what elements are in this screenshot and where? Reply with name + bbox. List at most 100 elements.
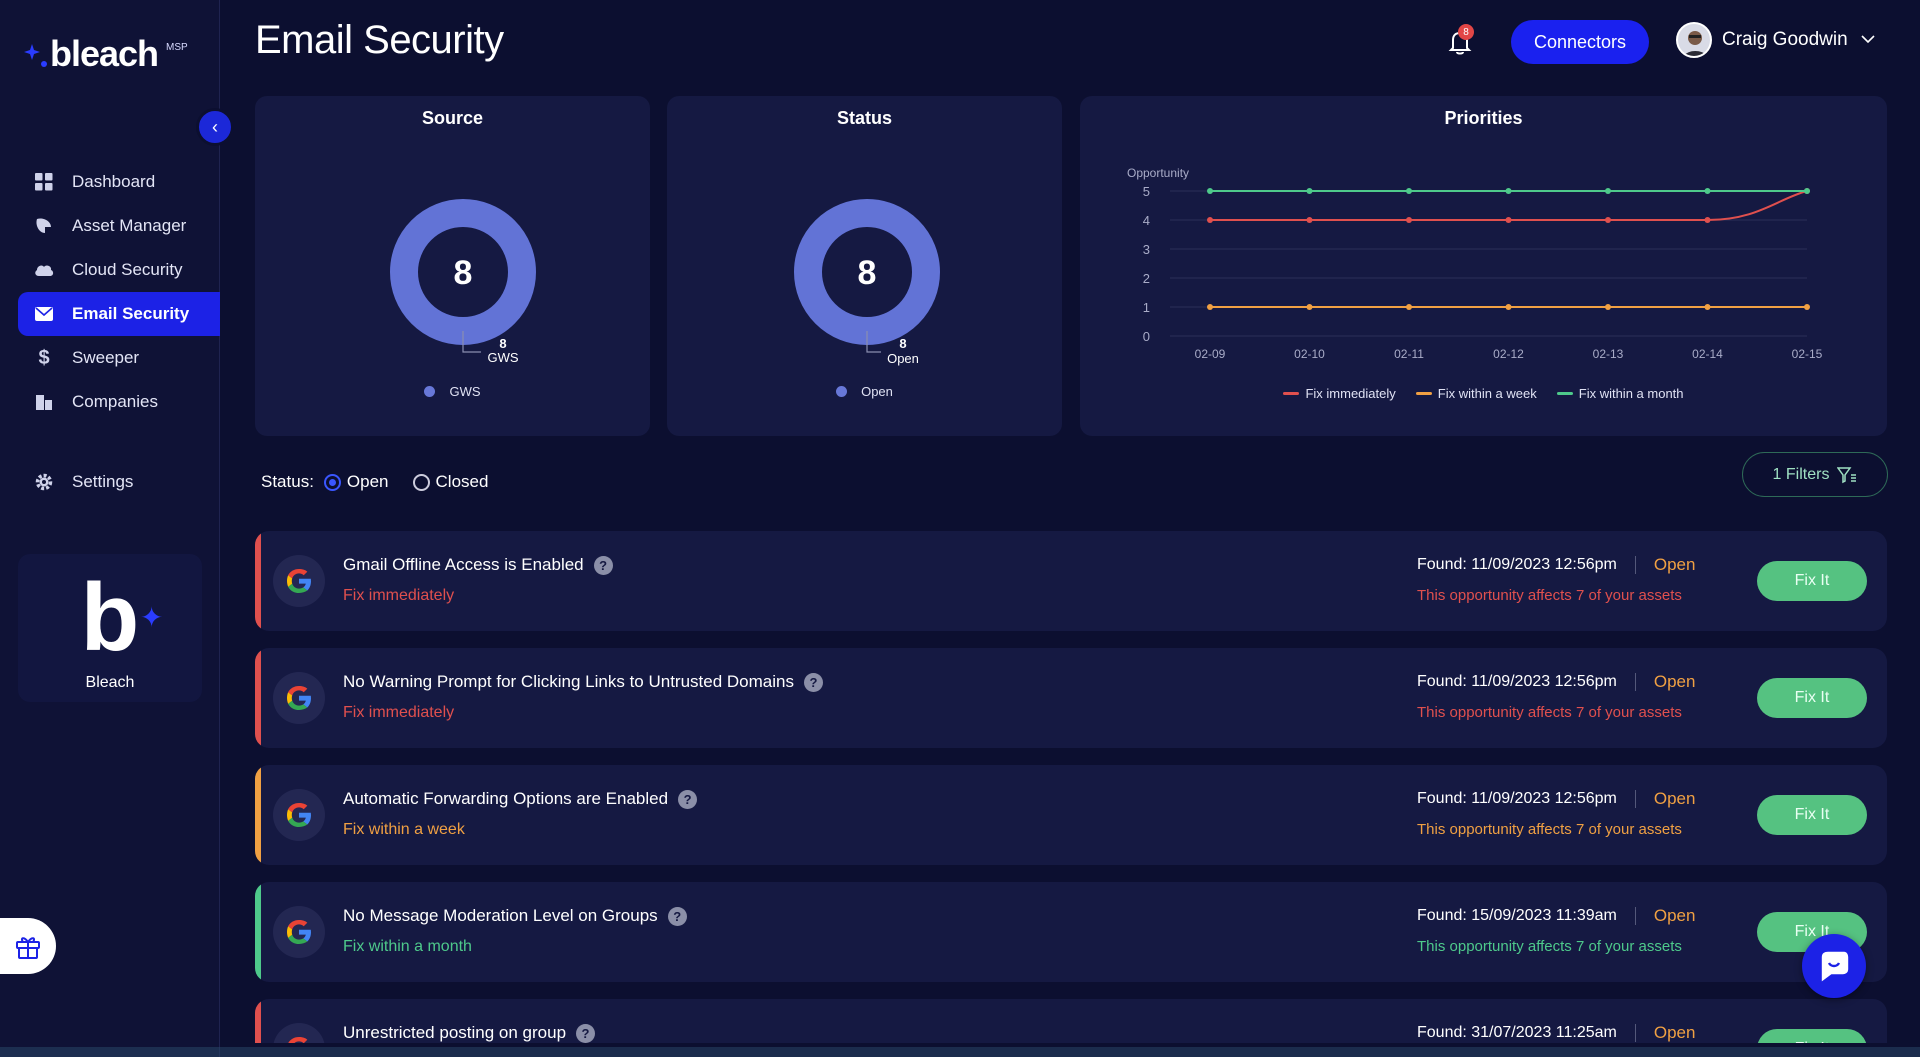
sidebar-item-sweeper[interactable]: $ Sweeper bbox=[18, 336, 220, 380]
priorities-line-chart[interactable]: Opportunity 0 1 2 3 4 5 02-09 02-10 02-11 02-12 02-… bbox=[1080, 136, 1887, 416]
collapse-sidebar-button[interactable]: ‹ bbox=[196, 108, 234, 146]
data-point[interactable] bbox=[1306, 217, 1313, 223]
filters-button[interactable]: 1 Filters bbox=[1742, 452, 1888, 497]
legend-label: Fix within a month bbox=[1578, 386, 1684, 401]
finding-priority: Fix immediately bbox=[343, 587, 455, 604]
finding-title: No Warning Prompt for Clicking Links to … bbox=[343, 672, 794, 691]
sidebar-item-companies[interactable]: Companies bbox=[18, 380, 220, 424]
finding-status: Open bbox=[1653, 789, 1696, 808]
radio-indicator bbox=[323, 473, 341, 491]
help-icon[interactable]: ? bbox=[593, 555, 613, 575]
priorities-card-title: Priorities bbox=[1444, 108, 1523, 128]
google-icon bbox=[273, 1023, 325, 1043]
data-point[interactable] bbox=[1804, 304, 1810, 310]
data-point[interactable] bbox=[1505, 217, 1512, 223]
legend-item[interactable]: Fix immediately bbox=[1283, 386, 1396, 401]
divider bbox=[1634, 790, 1636, 808]
finding-row[interactable]: Unrestricted posting on group ? Found: 3… bbox=[255, 999, 1887, 1043]
data-point[interactable] bbox=[1406, 188, 1412, 194]
sidebar-item-email-security[interactable]: Email Security bbox=[18, 292, 220, 336]
sidebar-item-dashboard[interactable]: Dashboard bbox=[18, 160, 220, 204]
legend-item[interactable]: Fix within a week bbox=[1415, 386, 1537, 401]
finding-row[interactable]: Automatic Forwarding Options are Enabled… bbox=[255, 765, 1887, 865]
data-point[interactable] bbox=[1704, 188, 1711, 194]
gear-icon bbox=[34, 472, 54, 492]
source-legend-label: GWS bbox=[449, 384, 481, 399]
priority-indicator-bar bbox=[255, 648, 261, 748]
status-open-label: Open bbox=[346, 472, 389, 491]
legend-dot bbox=[424, 386, 436, 397]
sidebar-item-label: Email Security bbox=[72, 304, 190, 323]
data-point[interactable] bbox=[1505, 188, 1512, 194]
grid-icon bbox=[34, 172, 54, 192]
avatar bbox=[1676, 22, 1712, 58]
sidebar: bleach MSP Dashboard Asset Manager Cloud… bbox=[0, 0, 220, 1057]
data-point[interactable] bbox=[1406, 217, 1412, 223]
status-closed-radio[interactable]: Closed bbox=[412, 472, 488, 492]
legend-label: Fix immediately bbox=[1305, 386, 1396, 401]
connectors-button[interactable]: Connectors bbox=[1511, 20, 1649, 64]
status-donut-chart[interactable]: 8 8 Open bbox=[667, 156, 1062, 366]
gift-button[interactable] bbox=[0, 918, 56, 974]
data-point[interactable] bbox=[1406, 304, 1412, 310]
sidebar-item-cloud-security[interactable]: Cloud Security bbox=[18, 248, 220, 292]
data-point[interactable] bbox=[1704, 304, 1711, 310]
status-filter-label: Status: bbox=[261, 472, 314, 491]
finding-found-date: Found: 11/09/2023 12:56pm bbox=[1417, 673, 1617, 690]
filters-button-label: 1 Filters bbox=[1772, 465, 1830, 483]
data-point[interactable] bbox=[1605, 217, 1611, 223]
chat-icon bbox=[1821, 951, 1849, 982]
finding-row[interactable]: No Warning Prompt for Clicking Links to … bbox=[255, 648, 1887, 748]
sidebar-item-settings[interactable]: Settings bbox=[18, 460, 220, 504]
app-logo[interactable]: bleach MSP bbox=[20, 34, 188, 74]
divider bbox=[1634, 1024, 1636, 1042]
brand-card: b ✦ Bleach bbox=[18, 554, 202, 702]
source-donut-chart[interactable]: 8 8 GWS bbox=[255, 156, 650, 365]
data-point[interactable] bbox=[1704, 217, 1711, 223]
fix-it-button[interactable]: Fix It bbox=[1757, 678, 1867, 718]
brand-card-label: Bleach bbox=[85, 674, 135, 691]
google-icon bbox=[273, 906, 325, 958]
data-point[interactable] bbox=[1605, 304, 1611, 310]
chat-button[interactable] bbox=[1802, 934, 1866, 998]
fix-it-button[interactable]: Fix It bbox=[1757, 795, 1867, 835]
legend-item[interactable]: Fix within a month bbox=[1556, 386, 1684, 401]
y-tick-label: 5 bbox=[1143, 184, 1150, 199]
data-point[interactable] bbox=[1605, 188, 1611, 194]
finding-title: Unrestricted posting on group bbox=[343, 1023, 567, 1042]
data-point[interactable] bbox=[1804, 188, 1810, 194]
sidebar-item-label: Asset Manager bbox=[72, 216, 187, 235]
status-open-radio[interactable]: Open bbox=[323, 472, 389, 492]
data-point[interactable] bbox=[1207, 188, 1213, 194]
status-legend: Open bbox=[667, 384, 1062, 399]
fix-it-button[interactable]: Fix It bbox=[1757, 561, 1867, 601]
data-point[interactable] bbox=[1207, 217, 1213, 223]
filter-icon bbox=[1837, 466, 1857, 483]
user-name: Craig Goodwin bbox=[1722, 29, 1848, 50]
data-point[interactable] bbox=[1306, 188, 1313, 194]
source-donut-total: 8 bbox=[454, 254, 473, 292]
help-icon[interactable]: ? bbox=[576, 1023, 596, 1043]
sidebar-item-asset-manager[interactable]: Asset Manager bbox=[18, 204, 220, 248]
sidebar-item-label: Cloud Security bbox=[72, 260, 183, 279]
finding-affects: This opportunity affects 7 of your asset… bbox=[1417, 587, 1682, 604]
finding-meta: Found: 15/09/2023 11:39am Open bbox=[1417, 906, 1695, 926]
data-point[interactable] bbox=[1505, 304, 1512, 310]
app-badge: MSP bbox=[166, 42, 188, 53]
status-card-title: Status bbox=[836, 108, 892, 128]
finding-title-wrap: No Message Moderation Level on Groups ? bbox=[343, 906, 687, 926]
help-icon[interactable]: ? bbox=[803, 672, 823, 692]
x-tick-label: 02-14 bbox=[1692, 347, 1723, 361]
data-point[interactable] bbox=[1207, 304, 1213, 310]
finding-row[interactable]: No Message Moderation Level on Groups ? … bbox=[255, 882, 1887, 982]
help-icon[interactable]: ? bbox=[678, 789, 698, 809]
finding-priority: Fix within a month bbox=[343, 938, 472, 955]
findings-list: Gmail Offline Access is Enabled ? Fix im… bbox=[255, 531, 1887, 1043]
bleach-logo-icon: b ✦ bbox=[80, 564, 164, 671]
help-icon[interactable]: ? bbox=[667, 906, 687, 926]
user-menu[interactable]: Craig Goodwin bbox=[1676, 22, 1876, 58]
data-point[interactable] bbox=[1306, 304, 1313, 310]
fix-it-button[interactable]: Fix It bbox=[1757, 1029, 1867, 1043]
finding-row[interactable]: Gmail Offline Access is Enabled ? Fix im… bbox=[255, 531, 1887, 631]
building-icon bbox=[34, 392, 54, 412]
